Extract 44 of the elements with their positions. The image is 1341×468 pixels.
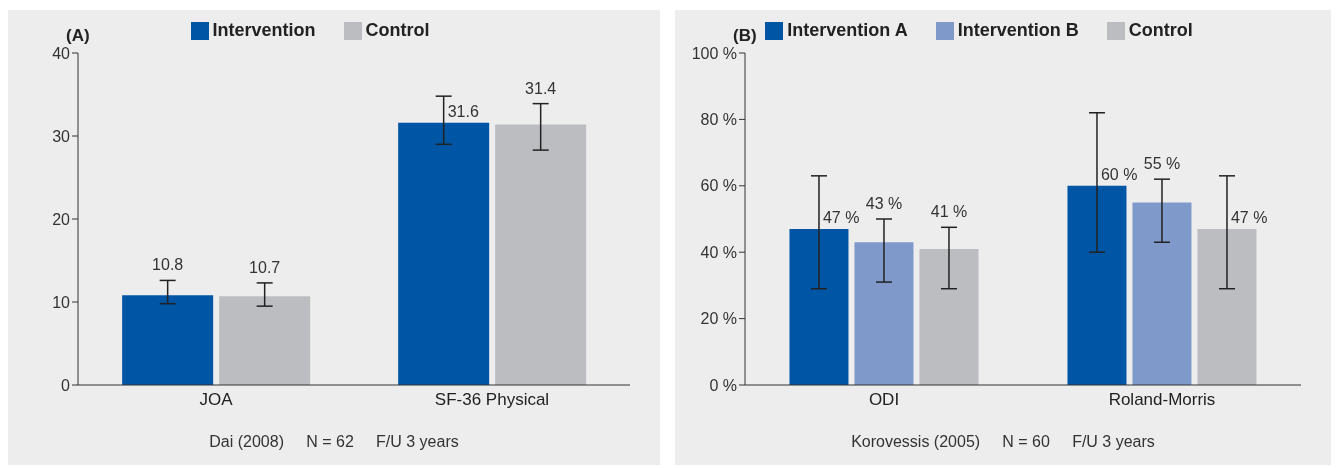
text: Dai (2008) N = 62 F/U 3 years xyxy=(208,433,460,451)
y-tick-label: 80 % xyxy=(700,111,737,129)
y-tick-label: 0 xyxy=(61,376,71,394)
y-tick-label: 40 xyxy=(52,44,71,62)
x-tick-label: Roland-Morris xyxy=(1108,390,1216,410)
legend-label: Control xyxy=(1128,20,1193,40)
y-tick-label: 100 % xyxy=(691,44,737,62)
data-label: 60 % xyxy=(1100,165,1138,183)
bar xyxy=(1197,228,1257,385)
bar xyxy=(219,296,311,385)
bar xyxy=(398,122,490,385)
bar xyxy=(1132,202,1192,385)
y-tick-label: 40 % xyxy=(700,243,737,261)
data-label: 31.4 xyxy=(525,79,557,97)
legend-label: Intervention xyxy=(212,20,316,40)
data-label: 10.8 xyxy=(152,256,184,274)
chart-title: (B) xyxy=(733,26,757,46)
x-tick-label: SF-36 Physical xyxy=(434,390,550,410)
bar xyxy=(1067,185,1127,385)
bar xyxy=(789,228,849,385)
bar xyxy=(495,124,587,385)
data-label: 31.6 xyxy=(447,102,479,120)
y-tick-label: 10 xyxy=(52,293,71,311)
data-label: 10.7 xyxy=(249,258,281,276)
chart-title: (A) xyxy=(66,26,90,46)
y-tick-label: 0 % xyxy=(709,376,737,394)
data-label: 47 % xyxy=(1230,208,1268,226)
legend-label: Intervention B xyxy=(957,20,1079,40)
text: Korovessis (2005) N = 60 F/U 3 years xyxy=(850,433,1156,451)
legend-label: Intervention A xyxy=(787,20,908,40)
data-label: 47 % xyxy=(822,208,860,226)
x-tick-label: JOA xyxy=(199,390,234,410)
y-tick-label: 30 xyxy=(52,127,71,145)
bar xyxy=(854,242,914,385)
y-tick-label: 20 % xyxy=(700,310,737,328)
y-tick-label: 20 xyxy=(52,210,71,228)
data-label: 41 % xyxy=(930,203,968,221)
legend-label: Control xyxy=(365,20,430,40)
y-tick-label: 60 % xyxy=(700,177,737,195)
data-label: 55 % xyxy=(1143,155,1181,173)
x-tick-label: ODI xyxy=(868,390,900,410)
bar xyxy=(122,295,214,385)
bar xyxy=(919,248,979,385)
data-label: 43 % xyxy=(865,195,903,212)
